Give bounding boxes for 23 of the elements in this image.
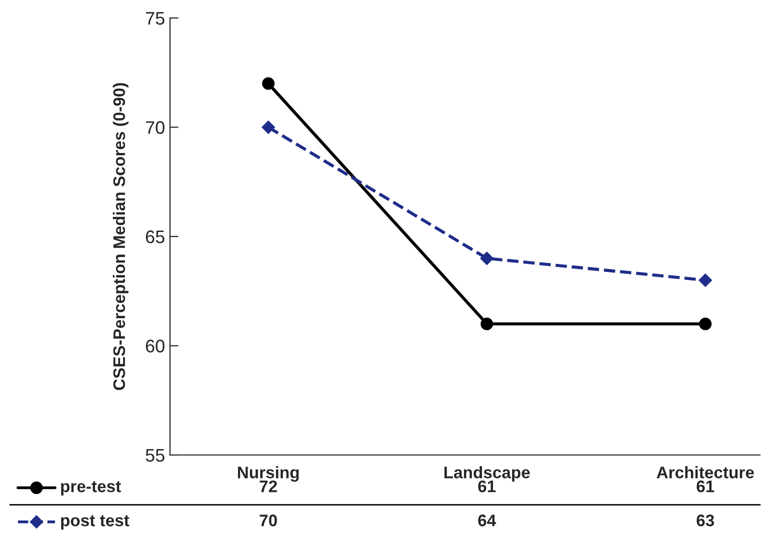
- y-tick-label: 55: [146, 449, 164, 462]
- point: [480, 318, 494, 330]
- data-label: 61: [696, 480, 714, 492]
- x-tick-label: Landscape: [444, 466, 530, 482]
- y-tick-label: 65: [146, 230, 164, 244]
- data-label: 72: [260, 480, 277, 492]
- data-label: 64: [478, 514, 496, 526]
- point: [699, 318, 712, 330]
- point: [262, 120, 275, 134]
- data-label: 70: [260, 514, 277, 526]
- x-tick-label: Architecture: [656, 466, 754, 478]
- point: [262, 77, 275, 90]
- y-axis-title: CSES-Perception Median Scores (0-90): [112, 83, 128, 390]
- y-tick-label: 70: [146, 121, 164, 134]
- y-tick-label: 75: [146, 12, 164, 25]
- x-tick-label: Nursing: [238, 466, 299, 482]
- data-label: 61: [478, 480, 496, 492]
- legend-label: pre-test: [61, 481, 121, 496]
- y-tick-label: 60: [146, 340, 164, 352]
- point: [480, 252, 494, 265]
- point: [698, 274, 712, 287]
- legend-label: post test: [61, 515, 130, 530]
- data-label: 63: [696, 514, 714, 526]
